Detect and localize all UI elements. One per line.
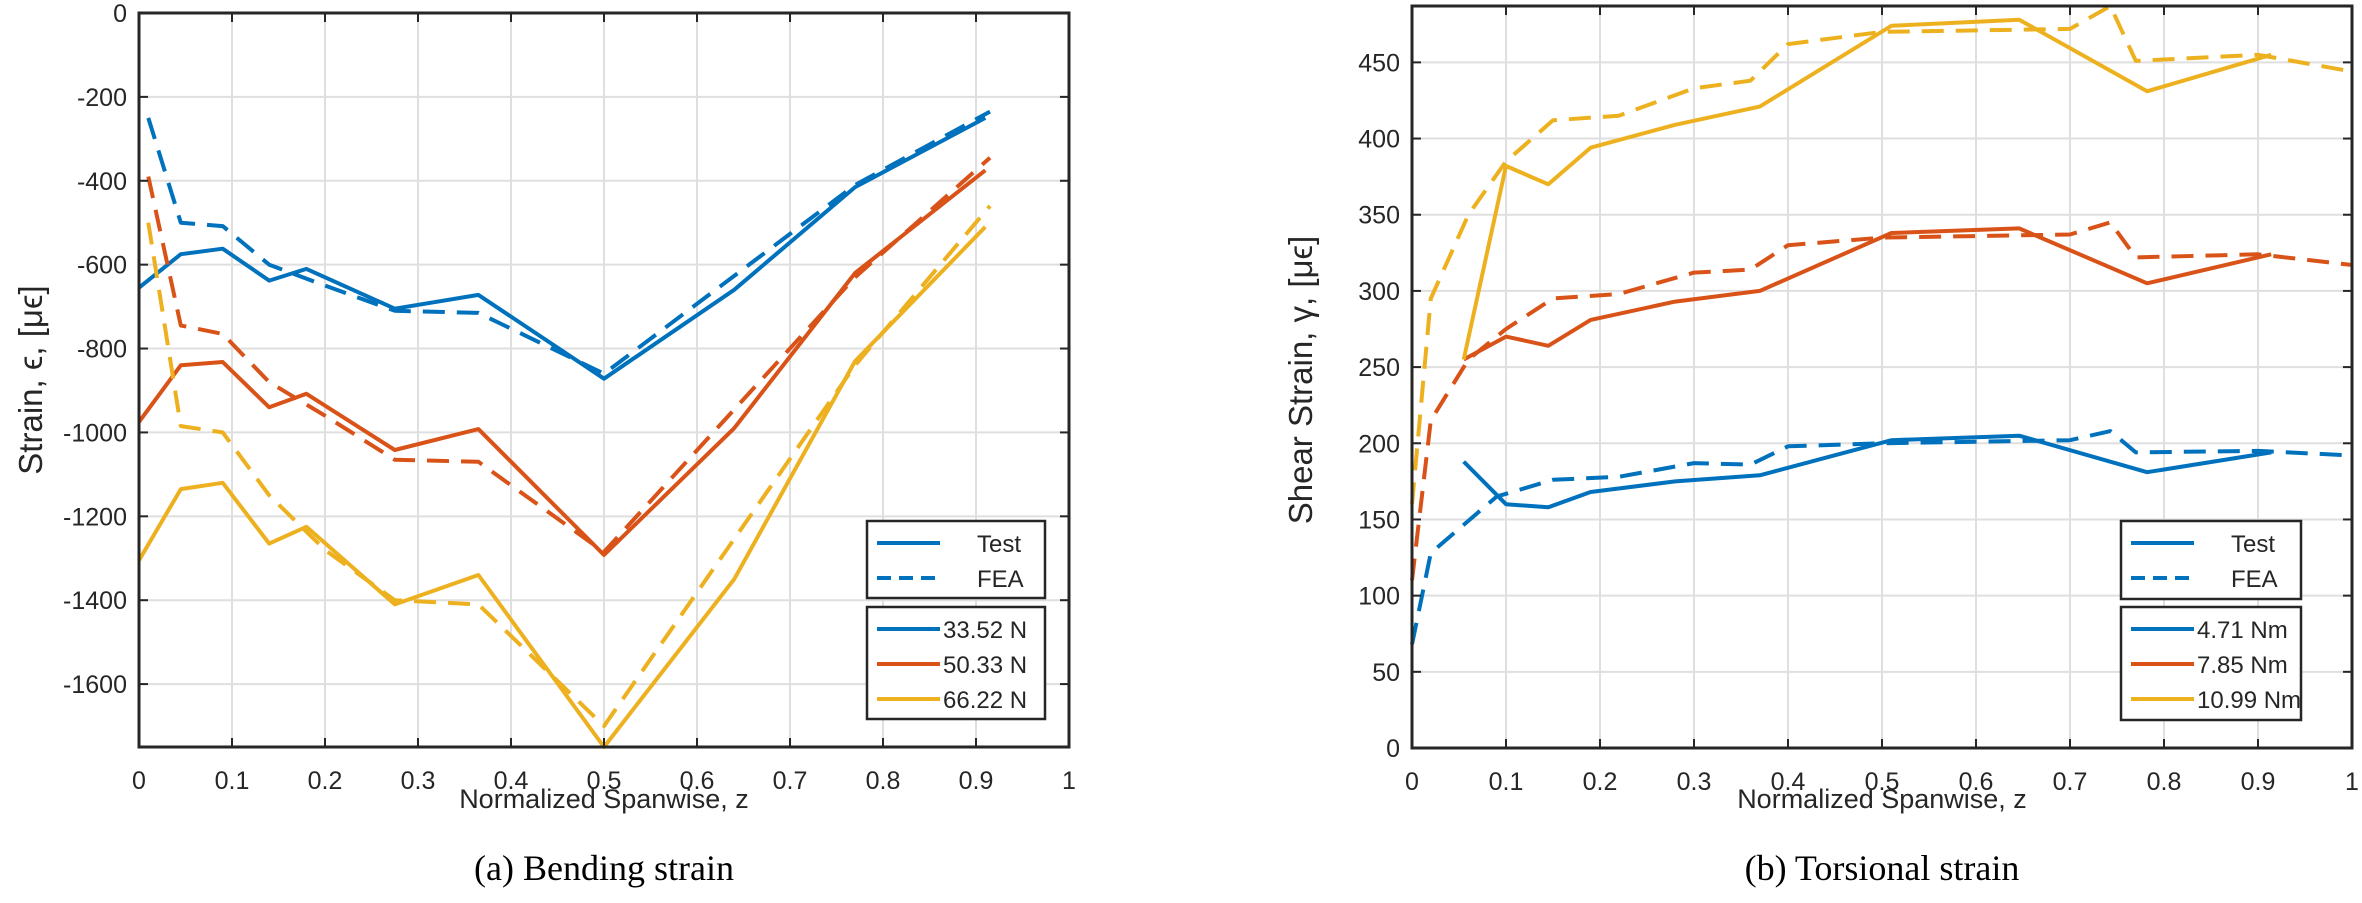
- y-tick-label: 0: [113, 0, 127, 28]
- legend-label: Test: [2231, 531, 2275, 558]
- series-group-b: [1410, 4, 2353, 645]
- legend-label: FEA: [977, 566, 1024, 593]
- series-line-66-22-n-test: [137, 225, 987, 749]
- y-tick-label: 200: [1358, 430, 1400, 458]
- x-tick-label: 0.4: [1771, 768, 1806, 796]
- x-tick-label: 0.3: [401, 767, 436, 795]
- legend-load-a: 33.52 N 50.33 N 66.22 N: [865, 605, 1047, 721]
- y-tick-label: 250: [1358, 354, 1400, 382]
- y-tick-label: -600: [77, 252, 127, 280]
- x-tick-label: 0.4: [494, 767, 529, 795]
- x-tick-label: 0.5: [1865, 768, 1900, 796]
- legend-box: [2119, 519, 2303, 601]
- series-group-a: [137, 109, 992, 749]
- bending-strain-panel: 0 0.1 0.2 0.3 0.4 0.5 0.6 0.7 0.8 0.9 1 0 -200 -400 -6…: [12, 0, 1076, 888]
- x-tick-label: 0.1: [215, 767, 250, 795]
- x-axis-label-b: Normalized Spanwise, z: [1737, 784, 2027, 814]
- x-tick-label: 1: [1062, 767, 1076, 795]
- y-axis-label-a: Strain, ϵ, [μϵ]: [12, 285, 49, 474]
- legend-label: 7.85 Nm: [2197, 652, 2288, 679]
- y-tick-label: -200: [77, 84, 127, 112]
- y-tick-label: -1400: [63, 587, 127, 615]
- x-tick-label: 0.6: [680, 767, 715, 795]
- caption-a: (a) Bending strain: [474, 848, 734, 888]
- series-line-4-71-nm-fea: [1410, 429, 2353, 645]
- x-tick-label: 0.2: [1583, 768, 1618, 796]
- y-tick-label: 100: [1358, 583, 1400, 611]
- x-tick-label: 0.8: [2147, 768, 2182, 796]
- x-tick-label: 0.9: [959, 767, 994, 795]
- x-tick-label: 0: [132, 767, 146, 795]
- y-tick-label: 400: [1358, 126, 1400, 154]
- series-line-33-52-n-fea: [146, 109, 991, 376]
- y-tick-label: 300: [1358, 278, 1400, 306]
- ticks-a: 0 0.1 0.2 0.3 0.4 0.5 0.6 0.7 0.8 0.9 1 0 -200 -400 -6…: [63, 0, 1076, 795]
- y-tick-label: -1200: [63, 503, 127, 531]
- x-tick-label: 0.8: [866, 767, 901, 795]
- x-tick-label: 0.7: [773, 767, 808, 795]
- legend-style-b: Test FEA: [2119, 519, 2303, 601]
- y-tick-label: -800: [77, 336, 127, 364]
- legend-style-a: Test FEA: [865, 519, 1047, 600]
- series-line-66-22-n-fea: [146, 204, 992, 728]
- x-tick-label: 0.9: [2241, 768, 2276, 796]
- legend-label: FEA: [2231, 566, 2278, 593]
- torsional-strain-panel: 0 0.1 0.2 0.3 0.4 0.5 0.6 0.7 0.8 0.9 1 0 50 100 150 20…: [1282, 4, 2359, 888]
- legend-label: 50.33 N: [943, 652, 1027, 679]
- x-tick-label: 0.5: [587, 767, 622, 795]
- legend-load-b: 4.71 Nm 7.85 Nm 10.99 Nm: [2119, 605, 2303, 722]
- y-tick-label: -400: [77, 168, 127, 196]
- series-line-7-85-nm-fea: [1410, 220, 2353, 581]
- x-axis-label-a: Normalized Spanwise, z: [459, 784, 749, 814]
- series-line-7-85-nm-test: [1462, 226, 2272, 362]
- y-axis-label-b: Shear Strain, γ, [μϵ]: [1282, 236, 1319, 525]
- legend-label: Test: [977, 531, 1021, 558]
- x-tick-label: 1: [2345, 768, 2359, 796]
- x-tick-label: 0.1: [1489, 768, 1524, 796]
- legend-label: 4.71 Nm: [2197, 617, 2288, 644]
- series-line-4-71-nm-test: [1462, 433, 2272, 510]
- caption-b: (b) Torsional strain: [1745, 848, 2020, 888]
- series-line-50-33-n-test: [137, 168, 987, 557]
- y-tick-label: -1600: [63, 671, 127, 699]
- legend-label: 33.52 N: [943, 617, 1027, 644]
- x-tick-label: 0.2: [308, 767, 343, 795]
- y-tick-label: 0: [1386, 735, 1400, 763]
- series-line-33-52-n-test: [137, 116, 987, 381]
- y-tick-label: 450: [1358, 49, 1400, 77]
- y-tick-label: -1000: [63, 419, 127, 447]
- x-tick-label: 0.6: [1959, 768, 1994, 796]
- series-line-10-99-nm-test: [1461, 17, 2272, 360]
- series-line-10-99-nm-fea: [1410, 4, 2353, 505]
- x-tick-label: 0: [1405, 768, 1419, 796]
- y-tick-label: 50: [1372, 659, 1400, 687]
- legend-label: 10.99 Nm: [2197, 687, 2301, 714]
- y-tick-label: 150: [1358, 506, 1400, 534]
- ticks-b: 0 0.1 0.2 0.3 0.4 0.5 0.6 0.7 0.8 0.9 1 0 50 100 150 20…: [1358, 6, 2359, 796]
- series-line-50-33-n-fea: [146, 156, 992, 554]
- x-tick-label: 0.3: [1677, 768, 1712, 796]
- y-tick-label: 350: [1358, 202, 1400, 230]
- legend-label: 66.22 N: [943, 687, 1027, 714]
- legend-box: [865, 519, 1047, 600]
- x-tick-label: 0.7: [2053, 768, 2088, 796]
